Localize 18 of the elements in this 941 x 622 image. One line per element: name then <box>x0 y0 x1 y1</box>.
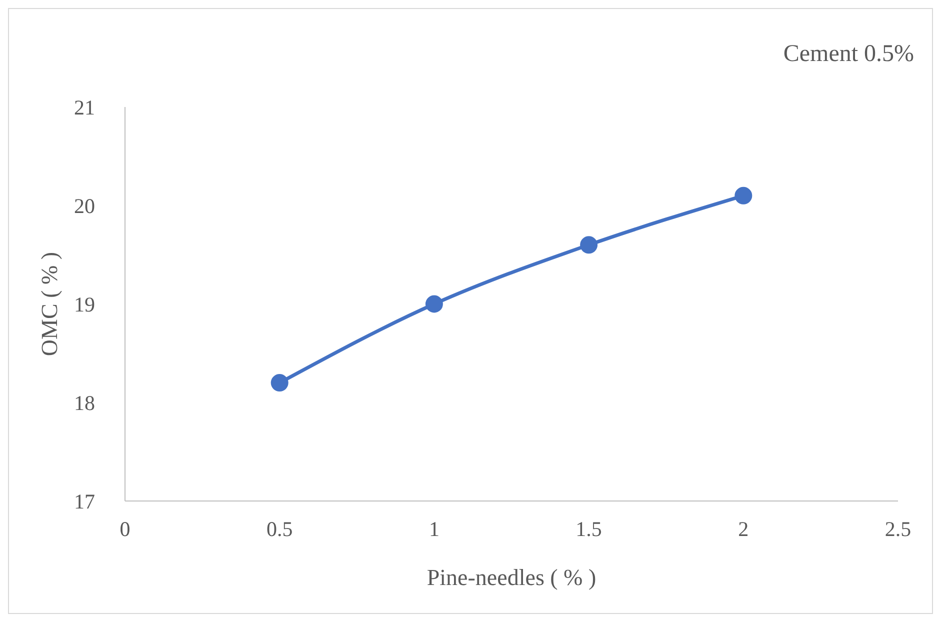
x-tick-label: 1.5 <box>576 516 602 541</box>
x-tick-label: 2.5 <box>884 516 912 541</box>
y-tick-label: 18 <box>74 390 95 415</box>
x-tick-label: 2 <box>738 516 749 541</box>
y-axis-title: OMC ( % ) <box>37 252 62 356</box>
x-tick-label: 0.5 <box>266 516 293 541</box>
point <box>270 374 288 392</box>
x-axis-title: Pine-needles ( % ) <box>426 565 596 590</box>
x-tick-label: 0 <box>120 516 130 541</box>
y-tick-label: 21 <box>74 95 95 120</box>
point <box>425 295 443 313</box>
y-tick-label: 20 <box>74 194 95 218</box>
y-tick-label: 19 <box>74 292 95 316</box>
text: Cement 0.5% <box>783 41 914 68</box>
point <box>734 186 752 204</box>
y-tick-label: 17 <box>74 489 95 514</box>
point <box>580 236 598 254</box>
x-tick-label: 1 <box>428 516 440 541</box>
